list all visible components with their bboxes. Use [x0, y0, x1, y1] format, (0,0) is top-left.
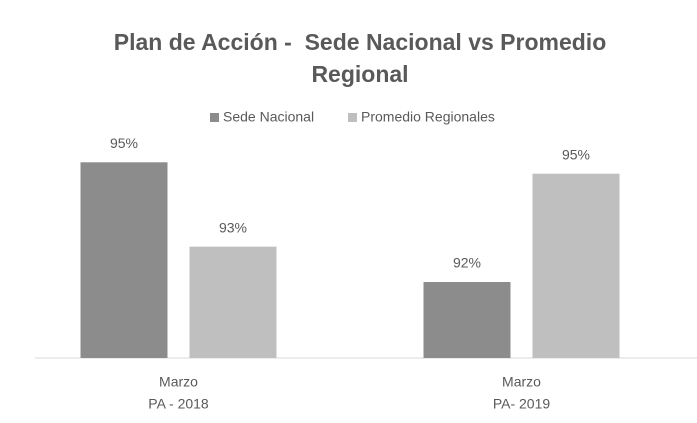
- legend-label: Sede Nacional: [223, 109, 314, 125]
- value-label: 92%: [453, 255, 481, 271]
- x-tick-label: PA - 2018: [148, 396, 209, 412]
- chart-title: Plan de Acción - Sede Nacional vs Promed…: [113, 29, 613, 87]
- legend-label: Promedio Regionales: [361, 109, 495, 125]
- value-label: 93%: [219, 219, 247, 235]
- value-label: 95%: [562, 146, 590, 162]
- x-tick-label: PA- 2019: [493, 396, 551, 412]
- x-tick-label: Marzo: [502, 374, 541, 390]
- bar: [423, 282, 511, 358]
- bar: [80, 162, 168, 358]
- bar: [189, 246, 277, 358]
- value-label: 95%: [110, 135, 138, 151]
- legend-swatch: [210, 113, 219, 122]
- legend-swatch: [348, 113, 357, 122]
- bar: [532, 173, 620, 358]
- x-tick-label: Marzo: [159, 374, 198, 390]
